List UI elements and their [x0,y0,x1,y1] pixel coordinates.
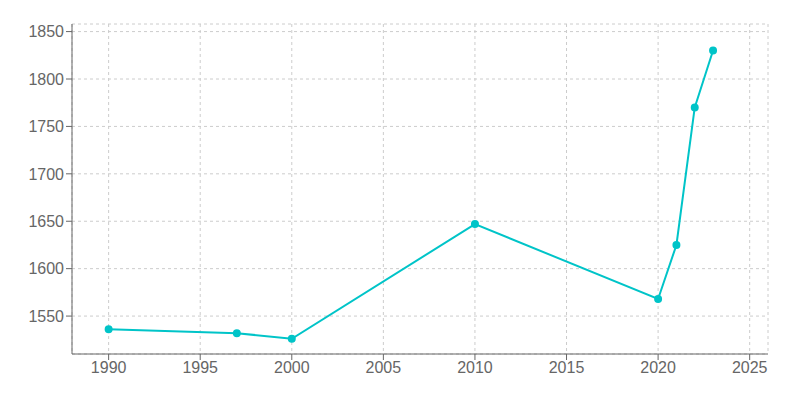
svg-text:2025: 2025 [732,359,768,376]
svg-text:1550: 1550 [28,308,64,325]
svg-text:2010: 2010 [457,359,493,376]
svg-text:1990: 1990 [91,359,127,376]
svg-text:1995: 1995 [182,359,218,376]
svg-text:2000: 2000 [274,359,310,376]
svg-text:1700: 1700 [28,166,64,183]
svg-text:2015: 2015 [549,359,585,376]
svg-text:1650: 1650 [28,213,64,230]
svg-text:2020: 2020 [640,359,676,376]
svg-text:1800: 1800 [28,71,64,88]
svg-text:2005: 2005 [366,359,402,376]
svg-text:1600: 1600 [28,260,64,277]
svg-text:1850: 1850 [28,23,64,40]
svg-text:1750: 1750 [28,118,64,135]
